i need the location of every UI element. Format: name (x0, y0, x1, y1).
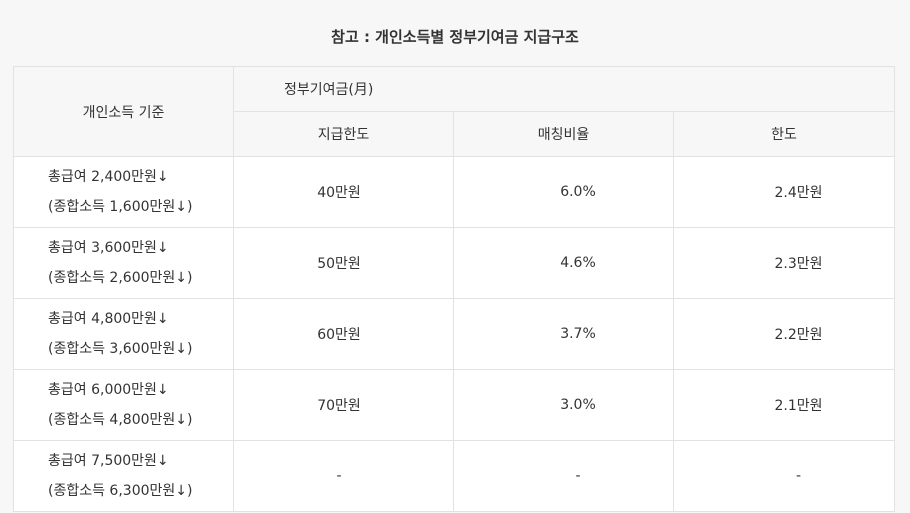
header-government-contribution: 정부기여금(月) (233, 66, 895, 112)
income-criteria-cell: 총급여 6,000만원↓ (종합소득 4,800만원↓) (13, 369, 234, 441)
total-pay-text: 총급여 2,400만원↓ (48, 169, 169, 185)
income-criteria-cell: 총급여 2,400만원↓ (종합소득 1,600만원↓) (13, 156, 234, 228)
payment-limit-cell: 60만원 (233, 298, 454, 370)
header-matching-ratio: 매칭비율 (453, 111, 674, 157)
table-row: 총급여 3,600만원↓ (종합소득 2,600만원↓) 50만원 4.6% 2… (13, 227, 895, 299)
total-income-text: (종합소득 6,300만원↓) (48, 483, 193, 499)
total-pay-text: 총급여 7,500만원↓ (48, 453, 169, 469)
total-pay-text: 총급여 4,800만원↓ (48, 311, 169, 327)
header-income-criteria: 개인소득 기준 (13, 66, 234, 157)
table-row: 총급여 2,400만원↓ (종합소득 1,600만원↓) 40만원 6.0% 2… (13, 156, 895, 228)
matching-ratio-cell: - (453, 440, 674, 512)
contribution-table: 개인소득 기준 정부기여금(月) 지급한도 매칭비율 한도 총급여 2,400만… (13, 66, 895, 512)
total-income-text: (종합소득 1,600만원↓) (48, 199, 193, 215)
limit-cell: 2.1만원 (673, 369, 895, 441)
total-income-text: (종합소득 4,800만원↓) (48, 412, 193, 428)
total-pay-text: 총급여 6,000만원↓ (48, 382, 169, 398)
income-criteria-cell: 총급여 7,500만원↓ (종합소득 6,300만원↓) (13, 440, 234, 512)
income-criteria-cell: 총급여 3,600만원↓ (종합소득 2,600만원↓) (13, 227, 234, 299)
page-title: 참고 : 개인소득별 정부기여금 지급구조 (331, 28, 579, 46)
matching-ratio-cell: 6.0% (453, 156, 674, 228)
table-row: 총급여 6,000만원↓ (종합소득 4,800만원↓) 70만원 3.0% 2… (13, 369, 895, 441)
header-limit: 한도 (673, 111, 895, 157)
table-row: 총급여 7,500만원↓ (종합소득 6,300만원↓) - - - (13, 440, 895, 512)
total-income-text: (종합소득 3,600만원↓) (48, 341, 193, 357)
matching-ratio-cell: 3.0% (453, 369, 674, 441)
payment-limit-cell: 50만원 (233, 227, 454, 299)
limit-cell: - (673, 440, 895, 512)
header-payment-limit: 지급한도 (233, 111, 454, 157)
limit-cell: 2.4만원 (673, 156, 895, 228)
income-criteria-cell: 총급여 4,800만원↓ (종합소득 3,600만원↓) (13, 298, 234, 370)
table-row: 총급여 4,800만원↓ (종합소득 3,600만원↓) 60만원 3.7% 2… (13, 298, 895, 370)
total-pay-text: 총급여 3,600만원↓ (48, 240, 169, 256)
matching-ratio-cell: 4.6% (453, 227, 674, 299)
payment-limit-cell: - (233, 440, 454, 512)
matching-ratio-cell: 3.7% (453, 298, 674, 370)
total-income-text: (종합소득 2,600만원↓) (48, 270, 193, 286)
payment-limit-cell: 40만원 (233, 156, 454, 228)
limit-cell: 2.2만원 (673, 298, 895, 370)
limit-cell: 2.3만원 (673, 227, 895, 299)
payment-limit-cell: 70만원 (233, 369, 454, 441)
